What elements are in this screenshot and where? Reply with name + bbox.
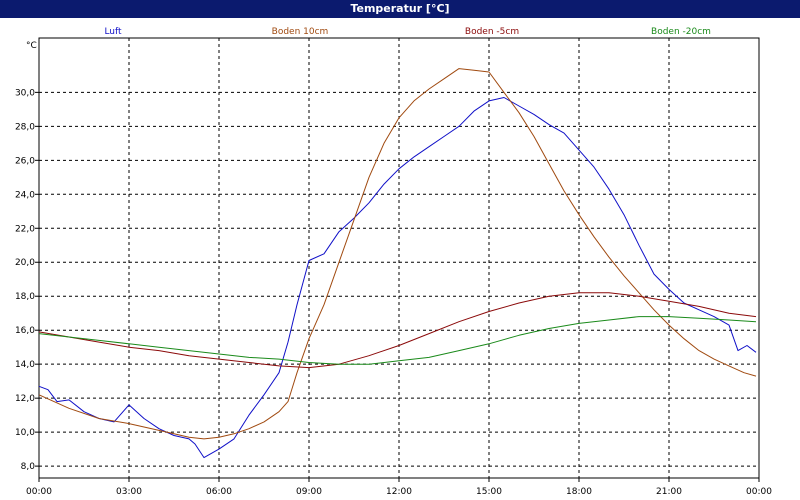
- x-tick-time-label: 15:00: [476, 487, 502, 497]
- x-tick-time-label: 18:00: [566, 487, 592, 497]
- series-line: [38, 292, 757, 369]
- chart-title: Temperatur [°C]: [0, 0, 800, 18]
- legend-item: Boden -20cm: [651, 27, 711, 37]
- x-tick-time-label: 03:00: [116, 487, 142, 497]
- y-tick-label: 26,0: [15, 156, 35, 166]
- series-line: [38, 97, 757, 459]
- x-tick-time-label: 12:00: [386, 487, 412, 497]
- y-tick-label: 16,0: [15, 326, 35, 336]
- series-line: [38, 316, 757, 365]
- y-tick-label: 18,0: [15, 292, 35, 302]
- legend: Luft Boden 10cm Boden -5cm Boden -20cm: [104, 27, 711, 37]
- y-tick-label: 10,0: [15, 428, 35, 438]
- series-lines: [38, 68, 757, 459]
- y-axis: 8,0 10,0 12,0 14,0 16,0 18,0 20,0 22,0 24,0 26,0 2…: [15, 88, 39, 472]
- y-tick-label: 24,0: [15, 190, 35, 200]
- x-tick-time-label: 00:00: [746, 487, 772, 497]
- x-tick-time-label: 21:00: [656, 487, 682, 497]
- y-tick-label: 14,0: [15, 360, 35, 370]
- y-tick-label: 28,0: [15, 122, 35, 132]
- x-tick-time-label: 00:00: [26, 487, 52, 497]
- y-tick-label: 22,0: [15, 224, 35, 234]
- legend-item: Luft: [104, 27, 122, 37]
- x-tick-time-label: 09:00: [296, 487, 322, 497]
- x-tick-time-label: 06:00: [206, 487, 232, 497]
- x-axis: 00:0006.05.1803:0006.05.1806:0006.05.180…: [26, 478, 772, 497]
- legend-item: Boden -5cm: [465, 27, 519, 37]
- y-tick-label: 12,0: [15, 394, 35, 404]
- series-line: [38, 68, 757, 440]
- y-tick-label: 8,0: [21, 462, 36, 472]
- legend-item: Boden 10cm: [272, 27, 329, 37]
- y-tick-label: 20,0: [15, 258, 35, 268]
- y-tick-label: 30,0: [15, 88, 35, 98]
- y-axis-label: °C: [26, 41, 37, 51]
- grid-lines: [39, 38, 759, 478]
- temperature-chart: 8,0 10,0 12,0 14,0 16,0 18,0 20,0 22,0 24,0 26,0 2…: [15, 27, 772, 497]
